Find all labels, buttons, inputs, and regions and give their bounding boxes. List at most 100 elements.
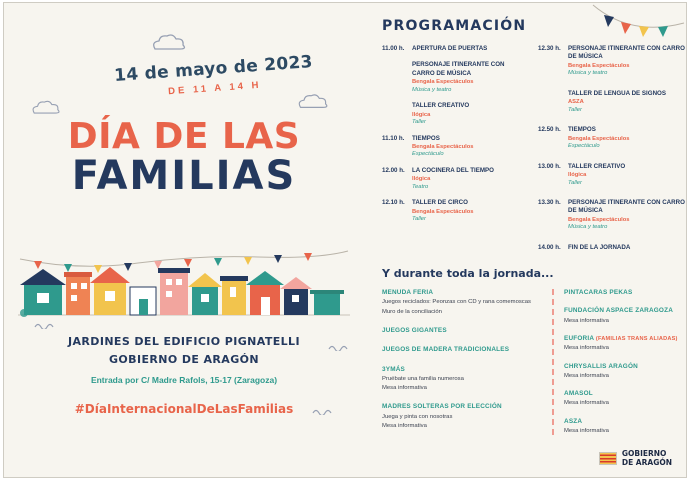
program-entry: 12.00 h. LA COCINERA DEL TIEMPO Ilógica … — [382, 167, 528, 191]
activity-desc: Mesa informativa — [564, 345, 609, 352]
activity-name: EUFORIA (FAMILIAS TRANS ALIADAS) — [564, 334, 678, 342]
program-column-1: 11.00 h. APERTURA DE PUERTAS PERSONAJE I… — [382, 45, 528, 252]
event-name: TALLER CREATIVO — [568, 162, 626, 170]
event-name: FIN DE LA JORNADA — [568, 243, 631, 251]
event-time — [538, 90, 568, 114]
program-entry: 13.00 h. TALLER CREATIVO Ilógica Taller — [538, 163, 686, 187]
activity-name: AMASOL — [564, 390, 593, 398]
event-organizer: Bengala Espectáculos — [568, 216, 630, 223]
activity-desc: Juegos reciclados: Peonzas con CD y rana… — [382, 299, 531, 306]
activity-desc: Juega y pinta con nosotras — [382, 413, 453, 420]
cloud-icon — [153, 34, 186, 50]
event-time: 12.00 h. — [382, 166, 405, 174]
event-time: 12.10 h. — [382, 199, 405, 207]
event-type: Espectáculo — [412, 151, 444, 158]
venue-owner: GOBIERNO DE ARAGÓN — [109, 353, 259, 367]
aragon-stripes-icon — [598, 451, 617, 465]
squiggle-icon — [328, 345, 348, 351]
activity-name: MENUDA FERIA — [382, 289, 434, 296]
event-type: Taller — [568, 106, 582, 113]
activity-name: JUEGOS DE MADERA TRADICIONALES — [382, 346, 510, 354]
event-name: PERSONAJE ITINERANTE CON CARRO DE MÚSICA — [568, 199, 685, 215]
activity-desc: Mesa informativa — [564, 317, 609, 324]
activity-name: ASZA — [564, 417, 583, 425]
allday-title: Y durante toda la jornada... — [382, 267, 554, 280]
allday-entry: 3YMÁS Pruébate una familia numerosa Mesa… — [382, 366, 540, 393]
event-time: 11.10 h. — [382, 134, 405, 142]
program-schedule: 11.00 h. APERTURA DE PUERTAS PERSONAJE I… — [382, 45, 686, 252]
activity-desc: Mesa informativa — [564, 372, 609, 379]
event-organizer: Ilógica — [568, 171, 587, 178]
event-organizer: Bengala Espectáculos — [412, 143, 474, 150]
allday-entry: PINTACARAS PEKAS — [564, 289, 686, 297]
event-type: Música y teatro — [412, 86, 452, 93]
event-name: TALLER DE CIRCO — [412, 199, 468, 207]
program-entry: 13.30 h. PERSONAJE ITINERANTE CON CARRO … — [538, 199, 686, 232]
program-title: PROGRAMACIÓN — [382, 18, 527, 34]
logo-line-1: GOBIERNO — [621, 449, 667, 458]
event-organizer: Bengala Espectáculos — [568, 135, 630, 142]
allday-entry: MENUDA FERIA Juegos reciclados: Peonzas … — [382, 289, 540, 316]
allday-entry: FUNDACIÓN ASPACE ZARAGOZA Mesa informati… — [564, 307, 686, 325]
event-name: TIEMPOS — [568, 126, 596, 134]
activity-desc: Pruébate una familia numerosa — [382, 375, 464, 382]
event-time: 13.00 h. — [538, 162, 561, 170]
venue-entrance: Entrada por C/ Madre Rafols, 15-17 (Zara… — [90, 375, 278, 386]
houses-illustration-icon — [18, 250, 350, 317]
event-organizer: Bengala Espectáculos — [412, 79, 474, 86]
squiggle-icon — [312, 409, 332, 415]
event-time: 12.30 h. — [538, 45, 561, 52]
activity-desc: Muro de la conciliación — [382, 308, 442, 315]
cloud-icon — [32, 100, 60, 114]
allday-entry: ASZA Mesa informativa — [564, 418, 686, 436]
event-name: PERSONAJE ITINERANTE CON CARRO DE MÚSICA — [568, 45, 685, 61]
allday-entry: JUEGOS DE MADERA TRADICIONALES — [382, 346, 540, 354]
event-organizer: Ilógica — [412, 176, 431, 183]
activity-name-suffix: (FAMILIAS TRANS ALIADAS) — [595, 335, 678, 342]
allday-entry: EUFORIA (FAMILIAS TRANS ALIADAS) Mesa in… — [564, 335, 686, 353]
activity-name: FUNDACIÓN ASPACE ZARAGOZA — [564, 307, 674, 315]
allday-entry: AMASOL Mesa informativa — [564, 390, 686, 408]
event-type: Taller — [412, 119, 426, 126]
title-line-2: FAMILIAS — [71, 152, 297, 199]
title-line-1: DÍA DE LAS — [67, 116, 301, 157]
program-entry: 14.00 h. FIN DE LA JORNADA — [538, 244, 686, 252]
event-time — [382, 61, 412, 94]
bunting-icon — [592, 4, 685, 37]
program-entry: TALLER DE LENGUA DE SIGNOS ASZA Taller — [538, 90, 686, 114]
program-entry: TALLER CREATIVO Ilógica Taller — [382, 102, 528, 126]
event-organizer: Bengala Espectáculos — [412, 208, 474, 215]
program-entry: 11.00 h. APERTURA DE PUERTAS — [382, 45, 528, 53]
date-block: 14 de mayo de 2023 DE 11 A 14 H — [103, 51, 325, 101]
event-name: APERTURA DE PUERTAS — [412, 45, 488, 52]
logo-line-2: DE ARAGÓN — [621, 458, 672, 467]
activity-name: CHRYSALLIS ARAGÓN — [564, 362, 638, 370]
event-type: Teatro — [412, 183, 429, 190]
allday-column-1: MENUDA FERIA Juegos reciclados: Peonzas … — [382, 289, 552, 435]
event-poster: 14 de mayo de 2023 DE 11 A 14 H DÍA DE L… — [3, 2, 687, 478]
activity-desc: Mesa informativa — [382, 422, 427, 429]
gobierno-aragon-logo: GOBIERNO DE ARAGÓN — [598, 449, 672, 467]
event-name: LA COCINERA DEL TIEMPO — [412, 166, 494, 174]
event-organizer: Bengala Espectáculos — [568, 62, 630, 69]
cloud-icon — [298, 94, 328, 108]
allday-entry: JUEGOS GIGANTES — [382, 327, 540, 335]
event-type: Espectáculo — [568, 143, 600, 150]
event-hashtag: #DíaInternacionalDeLasFamilias — [74, 402, 294, 416]
program-entry: 12.50 h. TIEMPOS Bengala Espectáculos Es… — [538, 126, 686, 150]
event-name: TALLER DE LENGUA DE SIGNOS — [568, 89, 666, 97]
event-time: 13.30 h. — [538, 199, 561, 207]
venue-name: JARDINES DEL EDIFICIO PIGNATELLI — [68, 335, 300, 348]
activity-name: MADRES SOLTERAS POR ELECCIÓN — [382, 403, 502, 411]
event-time: 14.00 h. — [538, 243, 561, 251]
activity-desc: Mesa informativa — [382, 385, 427, 392]
program-entry: 12.30 h. PERSONAJE ITINERANTE CON CARRO … — [538, 45, 686, 78]
event-organizer: ASZA — [568, 99, 584, 106]
program-entry: PERSONAJE ITINERANTE CON CARRO DE MÚSICA… — [382, 61, 528, 94]
activity-name: PINTACARAS PEKAS — [564, 289, 633, 296]
event-organizer: Ilógica — [412, 111, 431, 118]
program-column-2: 12.30 h. PERSONAJE ITINERANTE CON CARRO … — [538, 45, 686, 252]
allday-column-2: PINTACARAS PEKAS FUNDACIÓN ASPACE ZARAGO… — [552, 289, 686, 436]
program-entry: 12.10 h. TALLER DE CIRCO Bengala Espectá… — [382, 199, 528, 223]
event-name: PERSONAJE ITINERANTE CON CARRO DE MÚSICA — [412, 61, 505, 77]
